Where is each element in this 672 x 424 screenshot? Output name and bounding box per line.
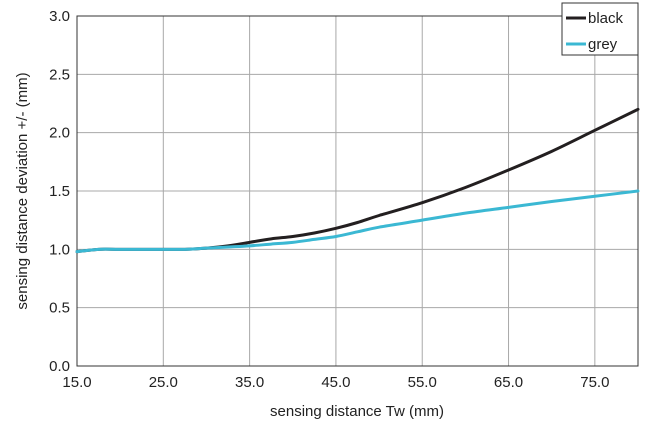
y-tick-labels: 0.0 0.5 1.0 1.5 2.0 2.5 3.0 [49,8,70,375]
x-tick-labels: 15.0 25.0 35.0 45.0 55.0 65.0 75.0 [62,374,609,391]
y-tick-label: 0.0 [49,358,70,375]
x-tick-label: 55.0 [408,374,437,391]
legend: black grey [561,2,639,56]
x-tick-label: 35.0 [235,374,264,391]
x-tick-label: 65.0 [494,374,523,391]
series-layer [75,107,640,254]
y-tick-label: 2.5 [49,66,70,83]
y-tick-label: 2.0 [49,125,70,142]
y-tick-label: 0.5 [49,300,70,317]
y-axis-label: sensing distance deviation +/- (mm) [14,72,31,309]
y-tick-label: 1.0 [49,241,70,258]
x-tick-label: 45.0 [321,374,350,391]
y-tick-label: 1.5 [49,183,70,200]
grid [77,16,638,366]
legend-label-grey: grey [588,36,618,53]
x-axis-label: sensing distance Tw (mm) [270,403,444,420]
x-tick-label: 75.0 [580,374,609,391]
series-line-grey [75,189,640,254]
x-tick-label: 15.0 [62,374,91,391]
y-tick-label: 3.0 [49,8,70,25]
legend-label-black: black [588,10,624,27]
x-tick-label: 25.0 [149,374,178,391]
legend-box [561,2,639,56]
